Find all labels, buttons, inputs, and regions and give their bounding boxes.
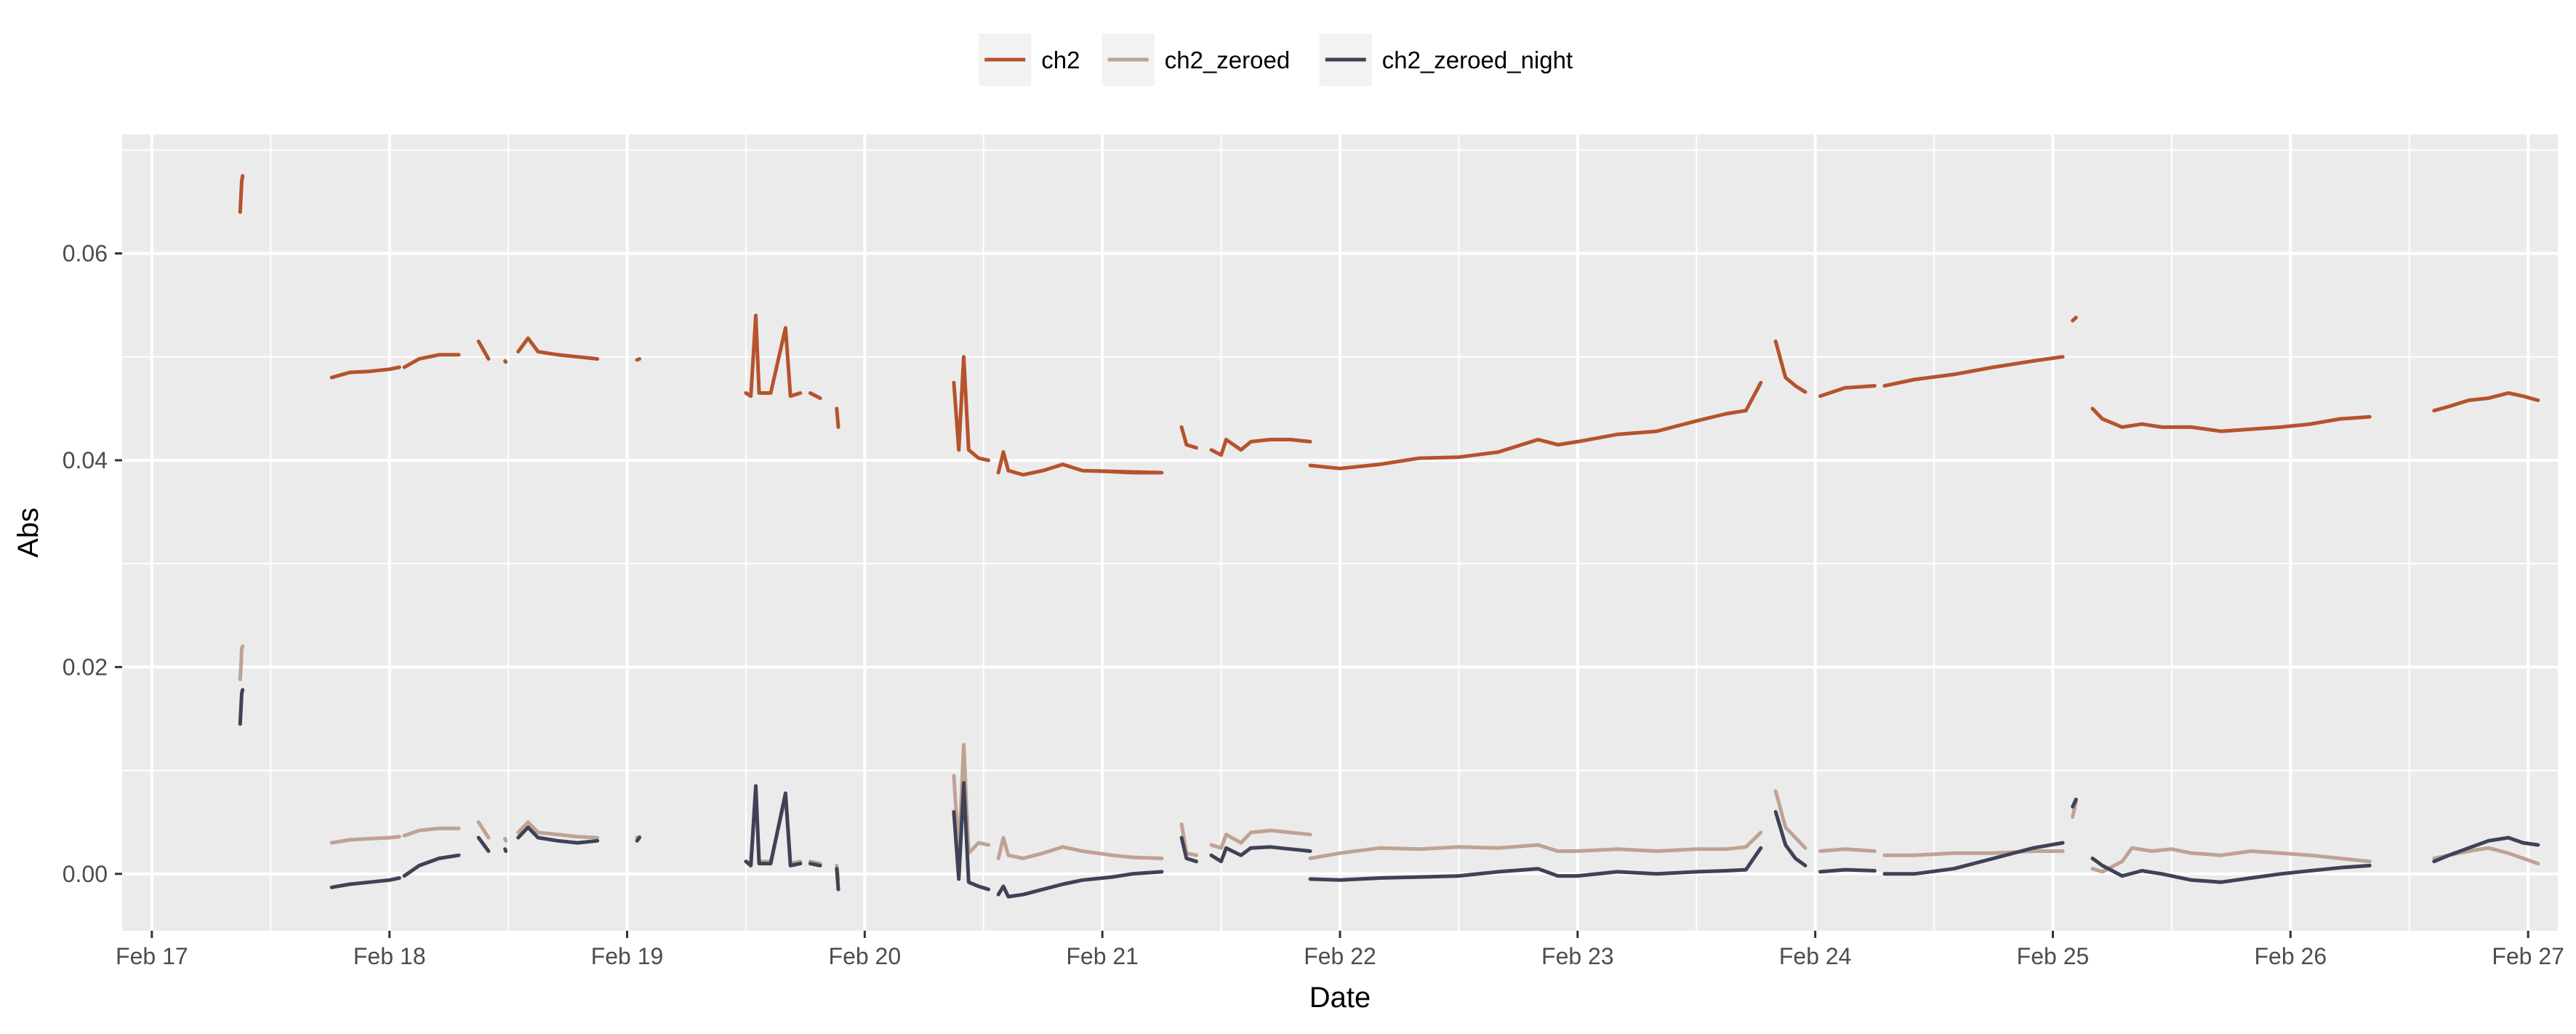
series-line-ch2 <box>516 336 600 361</box>
series-line-ch2 <box>503 358 508 364</box>
y-axis: 0.00 0.02 0.04 0.06 <box>63 241 122 887</box>
series-line-ch2_zeroed_night <box>952 781 991 891</box>
series-line-ch2_zeroed_night <box>476 835 491 853</box>
series-line-ch2 <box>1308 380 1763 470</box>
series-line-ch2_zeroed_night <box>503 847 508 853</box>
series-line-ch2 <box>2090 406 2372 433</box>
series-line-ch2 <box>1773 339 1807 394</box>
series-line-ch2_zeroed <box>1209 828 1312 850</box>
series-line-ch2_zeroed <box>1308 830 1763 860</box>
legend-item-ch2: ch2 <box>979 33 1080 86</box>
series-line-ch2_zeroed_night <box>1308 846 1763 882</box>
series-line-ch2 <box>1209 438 1312 457</box>
series-line-ch2 <box>996 450 1164 477</box>
series-line-ch2_zeroed_night <box>2432 835 2540 864</box>
x-tick-label: Feb 25 <box>2017 943 2090 969</box>
series-line-ch2 <box>402 353 461 369</box>
series-line-ch2_zeroed <box>2090 846 2372 874</box>
series-line-ch2_zeroed_night <box>1179 835 1198 864</box>
x-tick-label: Feb 27 <box>2492 943 2564 969</box>
series-line-ch2 <box>808 391 822 401</box>
series-line-ch2_zeroed_night <box>238 688 245 726</box>
series-line-ch2_zeroed_night <box>402 853 461 878</box>
series-line-ch2_zeroed_night <box>635 835 641 843</box>
series-line-ch2_zeroed_night <box>744 784 803 867</box>
series-line-ch2 <box>952 355 991 462</box>
legend-item-ch2_zeroed_night: ch2_zeroed_night <box>1319 33 1573 86</box>
y-tick-label: 0.00 <box>63 861 108 887</box>
series-layer <box>238 174 2540 899</box>
series-line-ch2 <box>1179 425 1198 450</box>
series-line-ch2_zeroed <box>516 820 600 840</box>
x-tick-label: Feb 18 <box>353 943 426 969</box>
series-line-ch2 <box>238 174 245 215</box>
series-line-ch2_zeroed_night <box>1818 867 1877 874</box>
legend-label: ch2 <box>1041 47 1080 73</box>
series-line-ch2_zeroed_night <box>1882 841 2065 876</box>
series-line-ch2_zeroed_night <box>329 876 401 889</box>
y-tick-label: 0.04 <box>63 447 108 473</box>
series-line-ch2 <box>744 313 803 398</box>
series-line-ch2_zeroed <box>402 826 461 838</box>
series-line-ch2_zeroed_night <box>1209 845 1312 864</box>
y-tick-label: 0.06 <box>63 241 108 267</box>
legend-label: ch2_zeroed_night <box>1382 47 1573 73</box>
series-line-ch2_zeroed <box>238 644 245 681</box>
x-axis: Feb 17 Feb 18 Feb 19 Feb 20 Feb 21 Feb 22 Feb … <box>116 931 2564 969</box>
series-line-ch2_zeroed <box>1882 849 2065 857</box>
series-line-ch2_zeroed <box>1773 789 1807 850</box>
legend: ch2 ch2_zeroed ch2_zeroed_night <box>979 33 1573 86</box>
series-ch2 <box>238 174 2540 477</box>
x-tick-label: Feb 20 <box>829 943 902 969</box>
x-axis-title: Date <box>1309 982 1371 1014</box>
x-tick-label: Feb 24 <box>1779 943 1852 969</box>
series-ch2_zeroed_night <box>238 688 2540 899</box>
series-line-ch2 <box>2432 391 2540 413</box>
series-line-ch2 <box>835 406 840 429</box>
legend-item-ch2_zeroed: ch2_zeroed <box>1102 33 1290 86</box>
series-line-ch2_zeroed <box>1818 847 1877 853</box>
series-line-ch2 <box>1882 355 2065 388</box>
series-line-ch2_zeroed <box>476 820 491 840</box>
x-tick-label: Feb 26 <box>2255 943 2327 969</box>
series-line-ch2_zeroed_night <box>808 862 822 867</box>
x-tick-label: Feb 17 <box>116 943 188 969</box>
series-line-ch2_zeroed_night <box>2071 797 2078 809</box>
series-line-ch2 <box>1818 384 1877 398</box>
series-line-ch2 <box>329 365 401 380</box>
x-tick-label: Feb 23 <box>1541 943 1614 969</box>
series-line-ch2_zeroed <box>329 835 401 845</box>
series-line-ch2_zeroed <box>996 835 1164 860</box>
series-line-ch2_zeroed <box>503 836 508 843</box>
x-tick-label: Feb 19 <box>591 943 664 969</box>
series-line-ch2 <box>2071 316 2078 323</box>
series-line-ch2_zeroed_night <box>516 825 600 845</box>
legend-label: ch2_zeroed <box>1165 47 1290 73</box>
series-line-ch2_zeroed_night <box>996 870 1164 899</box>
y-tick-label: 0.02 <box>63 654 108 680</box>
series-line-ch2_zeroed_night <box>2090 857 2372 884</box>
series-line-ch2 <box>476 339 491 361</box>
series-line-ch2_zeroed_night <box>835 867 840 891</box>
series-line-ch2_zeroed <box>808 859 822 866</box>
y-axis-title: Abs <box>12 508 44 558</box>
series-line-ch2_zeroed_night <box>1773 810 1807 867</box>
x-tick-label: Feb 22 <box>1304 943 1376 969</box>
series-line-ch2 <box>635 357 641 362</box>
major-gridlines <box>122 135 2558 931</box>
x-tick-label: Feb 21 <box>1066 943 1139 969</box>
